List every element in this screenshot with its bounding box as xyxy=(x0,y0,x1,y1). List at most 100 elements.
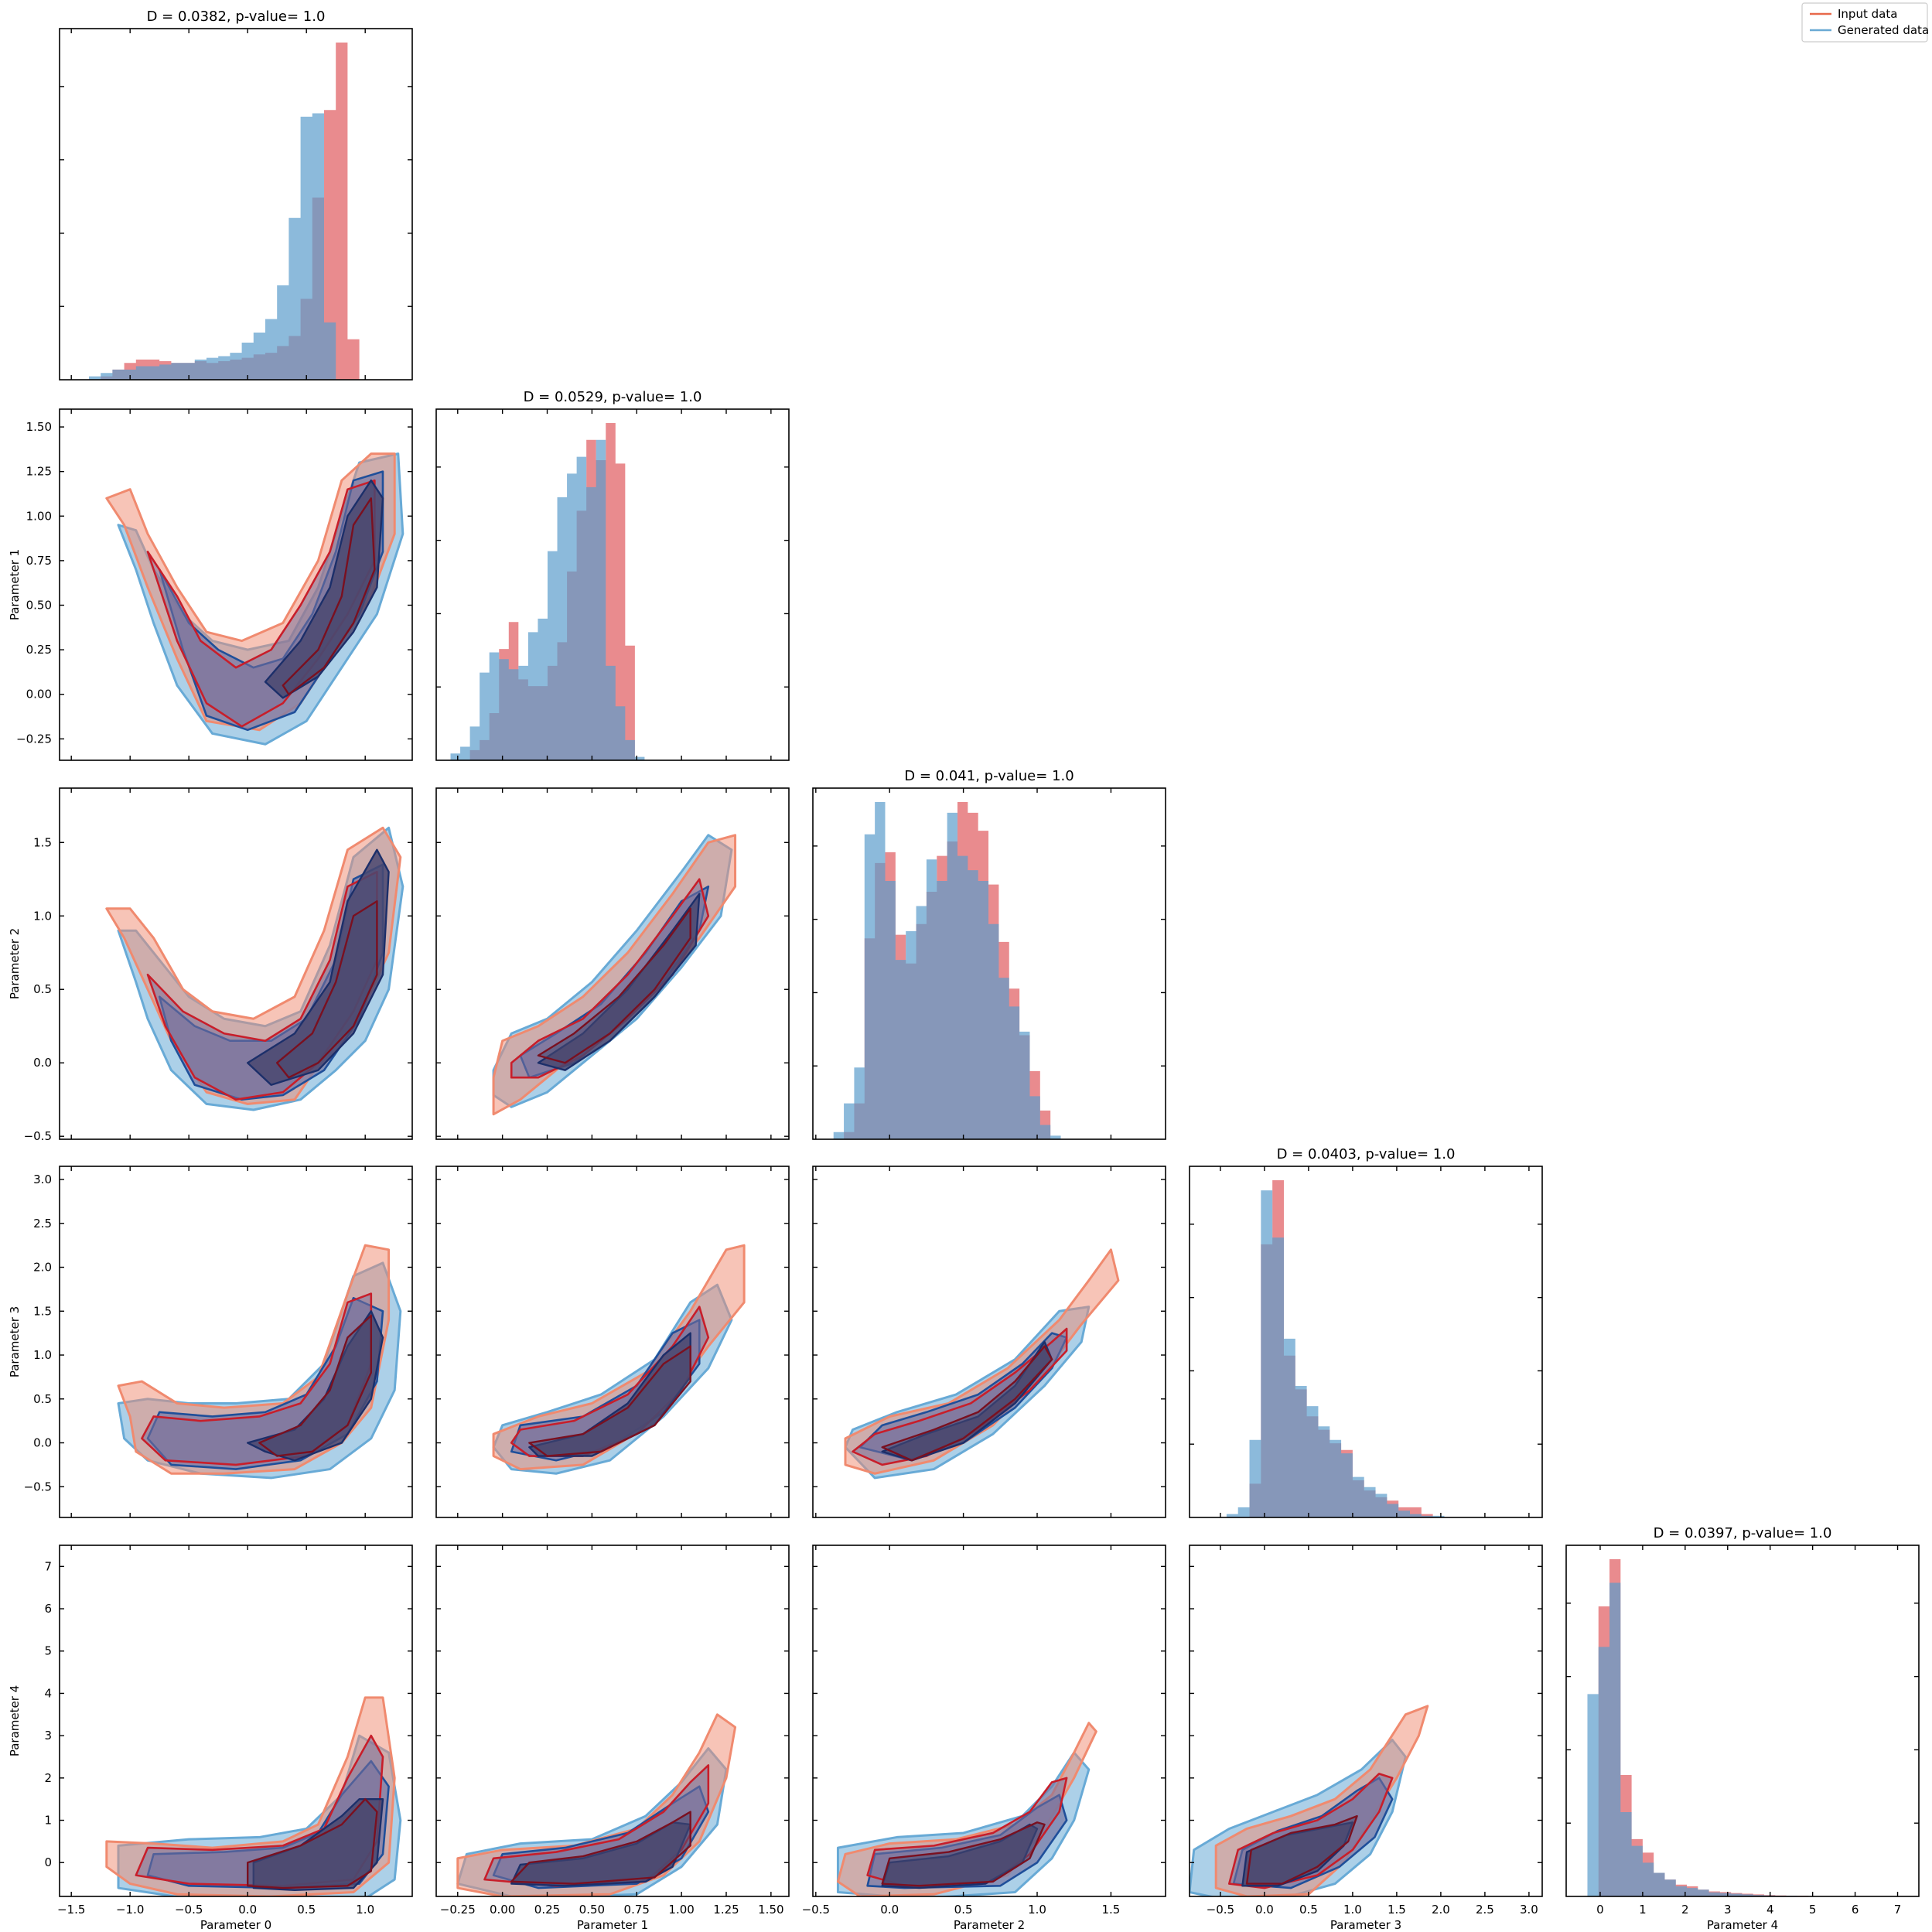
input-core-contour xyxy=(282,497,376,695)
y-tick-label: 6 xyxy=(44,1602,52,1616)
contour-panel-2-4: −0.5 0.0 0.5 1.0 1.5 Parameter 2 xyxy=(802,1545,1166,1932)
legend-frame xyxy=(1801,2,1928,43)
y-tick-label: 4 xyxy=(44,1686,52,1700)
panel-frame xyxy=(59,1545,413,1897)
histogram-bars xyxy=(1226,1180,1445,1517)
x-tick-label: 0.5 xyxy=(954,1903,973,1917)
x-tick-label: 0 xyxy=(1596,1903,1604,1917)
x-tick-label: 0.75 xyxy=(624,1903,650,1917)
x-tick-label: 1.00 xyxy=(668,1903,694,1917)
panel-frame xyxy=(1189,1545,1543,1897)
panel-frame xyxy=(435,408,790,761)
input-core-contour xyxy=(537,907,691,1064)
input-core-contour xyxy=(881,1821,1046,1887)
y-axis-label: Parameter 3 xyxy=(8,1306,22,1377)
histogram-bars xyxy=(833,802,1061,1139)
input-core-contour xyxy=(247,1797,378,1889)
y-tick-label: 1.5 xyxy=(33,1304,52,1318)
histogram-panel-1: D = 0.0529, p-value= 1.0 xyxy=(435,389,790,761)
x-tick-label: −0.25 xyxy=(440,1903,476,1917)
contour-panel-0-4: −1.5 −1.0 −0.5 0.0 0.5 1.0 Parameter 0 0 1 2 3 4 5 6 7… xyxy=(8,1545,413,1932)
y-tick-label: 3.0 xyxy=(33,1173,52,1186)
histogram-bars xyxy=(450,423,645,760)
x-tick-label: 3 xyxy=(1724,1903,1732,1917)
y-tick-label: 1.5 xyxy=(33,835,52,849)
contour-panel-0-2: −0.5 0.0 0.5 1.0 1.5 Parameter 2 xyxy=(8,787,413,1143)
generated-histogram xyxy=(1587,1582,1897,1896)
x-tick-label: 1 xyxy=(1639,1903,1647,1917)
y-tick-label: 0.0 xyxy=(33,1056,52,1070)
histogram-panel-0: D = 0.0382, p-value= 1.0 xyxy=(59,9,413,381)
input-outer-contour xyxy=(492,1244,746,1471)
legend-generated-label: Generated data xyxy=(1838,23,1929,37)
contours xyxy=(844,1248,1120,1480)
y-tick-label: 0.00 xyxy=(26,688,52,701)
input-core-contour xyxy=(881,1345,1053,1462)
input-core-contour xyxy=(528,1345,691,1457)
histogram-panel-4: D = 0.0397, p-value= 1.0 0 1 2 3 4 5 6 7 Paramete… xyxy=(1565,1525,1920,1932)
legend: Input data Generated data xyxy=(1801,2,1929,43)
y-tick-label: −0.25 xyxy=(16,732,52,746)
input-inner-contour xyxy=(146,479,376,728)
y-tick-label: 0.50 xyxy=(26,599,52,613)
panel-frame xyxy=(812,1545,1166,1897)
input-histogram xyxy=(1598,1559,1897,1896)
x-tick-label: −1.0 xyxy=(116,1903,144,1917)
y-tick-label: 2 xyxy=(44,1771,52,1785)
x-tick-label: 5 xyxy=(1809,1903,1817,1917)
contour-panel-3-4: −0.5 0.0 0.5 1.0 1.5 2.0 2.5 3.0 Parameter 3 xyxy=(1189,1545,1543,1932)
y-axis-label: Parameter 4 xyxy=(8,1685,22,1756)
x-tick-label: 0.50 xyxy=(579,1903,605,1917)
x-tick-label: 1.25 xyxy=(713,1903,739,1917)
y-tick-label: 1.0 xyxy=(33,909,52,923)
input-core-contour xyxy=(258,1314,372,1457)
y-tick-label: 1 xyxy=(44,1814,52,1828)
histogram-panel-2: D = 0.041, p-value= 1.0 xyxy=(812,768,1166,1140)
contours xyxy=(117,1244,402,1480)
contours xyxy=(1190,1705,1429,1896)
contour-panel-0-1: −0.25 0.00 0.25 0.50 0.75 1.00 1.25 1.50 Paramet… xyxy=(8,408,413,761)
generated-histogram xyxy=(1226,1190,1445,1517)
contours xyxy=(456,1713,737,1896)
input-core-contour xyxy=(276,900,378,1079)
x-axis-label: Parameter 3 xyxy=(1330,1918,1401,1932)
x-tick-label: 2.5 xyxy=(1476,1903,1494,1917)
x-tick-label: 1.5 xyxy=(1101,1903,1120,1917)
x-tick-label: 1.0 xyxy=(1028,1903,1046,1917)
contours xyxy=(836,1722,1097,1896)
x-tick-label: 3.0 xyxy=(1520,1903,1538,1917)
x-axis-label: Parameter 1 xyxy=(577,1918,648,1932)
contours xyxy=(492,1244,746,1475)
y-tick-label: 2.0 xyxy=(33,1261,52,1275)
x-axis-label: Parameter 0 xyxy=(200,1918,271,1932)
y-axis-label: Parameter 2 xyxy=(8,928,22,999)
contours xyxy=(105,1696,402,1896)
y-tick-label: 2.5 xyxy=(33,1217,52,1231)
x-tick-label: 2.0 xyxy=(1432,1903,1450,1917)
panel-frame xyxy=(812,787,1166,1140)
x-tick-label: 2 xyxy=(1681,1903,1689,1917)
y-tick-label: 1.00 xyxy=(26,509,52,523)
x-tick-label: 4 xyxy=(1766,1903,1774,1917)
input-inner-contour xyxy=(510,878,710,1079)
x-axis-label: Parameter 2 xyxy=(954,1918,1025,1932)
panel-frame xyxy=(812,1166,1166,1518)
y-tick-label: −0.5 xyxy=(24,1129,52,1143)
histogram-bars xyxy=(89,43,360,380)
x-tick-label: 1.0 xyxy=(356,1903,374,1917)
corner-plot-panels: D = 0.0382, p-value= 1.0 D = 0.0529, p-va… xyxy=(8,9,1920,1932)
generated-histogram xyxy=(89,113,336,380)
panel-frame xyxy=(59,408,413,761)
panel-frame xyxy=(1189,1166,1543,1518)
y-tick-label: 0 xyxy=(44,1855,52,1869)
y-tick-label: −0.5 xyxy=(24,1480,52,1493)
y-tick-label: 0.25 xyxy=(26,643,52,657)
x-tick-label: 1.50 xyxy=(758,1903,783,1917)
contour-panel-2-3 xyxy=(812,1166,1166,1518)
x-tick-label: 0.00 xyxy=(490,1903,515,1917)
y-tick-label: 0.5 xyxy=(33,982,52,996)
x-tick-label: 0.5 xyxy=(1299,1903,1318,1917)
y-tick-label: 7 xyxy=(44,1559,52,1573)
input-core-contour xyxy=(510,1811,691,1885)
